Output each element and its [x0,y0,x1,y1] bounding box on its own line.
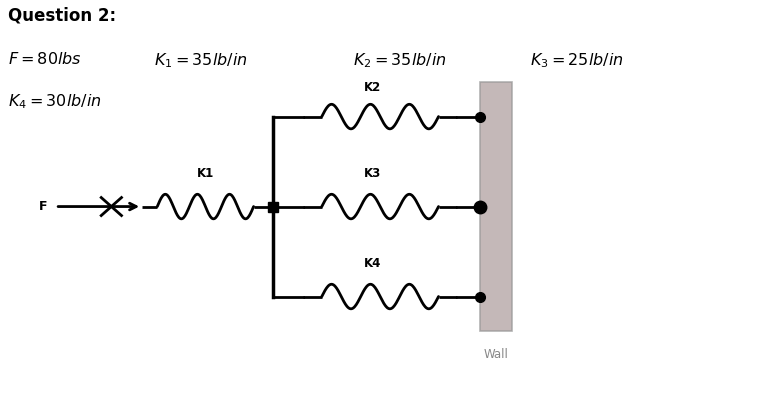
Text: F: F [39,200,48,213]
Text: K1: K1 [197,167,214,180]
Text: K4: K4 [364,257,381,270]
Text: $K_4 = 30lb/in$: $K_4 = 30lb/in$ [8,92,101,111]
Bar [480,82,512,331]
Text: Wall: Wall [484,348,508,361]
Text: $K_3 = 25lb/in$: $K_3 = 25lb/in$ [530,51,624,70]
Text: K3: K3 [364,167,381,180]
Text: Question 2:: Question 2: [8,6,116,24]
Text: $F = 80lbs$: $F = 80lbs$ [8,51,81,67]
Text: $K_1 = 35lb/in$: $K_1 = 35lb/in$ [154,51,247,70]
Text: $K_2 = 35lb/in$: $K_2 = 35lb/in$ [353,51,447,70]
Text: K2: K2 [364,81,381,94]
